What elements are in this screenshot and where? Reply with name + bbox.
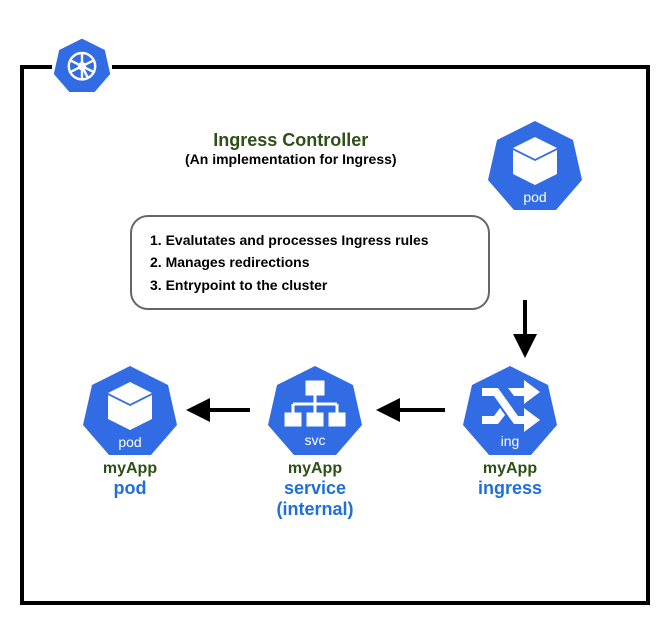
node-myapp-service: svc myApp service (internal) — [255, 360, 375, 520]
label-service: service — [255, 478, 375, 499]
title-main: Ingress Controller — [185, 130, 397, 151]
label-myapp: myApp — [70, 460, 190, 478]
label-pod: pod — [70, 478, 190, 499]
label-ingress: ingress — [450, 478, 570, 499]
info-line-3: 3. Entrypoint to the cluster — [150, 274, 470, 296]
info-line-2: 2. Manages redirections — [150, 251, 470, 273]
svg-text:pod: pod — [118, 434, 141, 450]
ing-icon: ing — [460, 360, 560, 460]
label-myapp: myApp — [450, 460, 570, 478]
badge-pod: pod — [523, 189, 546, 205]
pod-icon: pod — [80, 360, 180, 460]
label-internal: (internal) — [255, 499, 375, 520]
label-myapp: myApp — [255, 460, 375, 478]
node-ingress-controller: pod — [475, 115, 595, 215]
pod-icon: pod — [485, 115, 585, 215]
node-myapp-pod: pod myApp pod — [70, 360, 190, 499]
svg-text:svc: svc — [305, 432, 326, 448]
info-box: 1. Evalutates and processes Ingress rule… — [130, 215, 490, 310]
kubernetes-logo — [52, 35, 112, 95]
info-line-1: 1. Evalutates and processes Ingress rule… — [150, 229, 470, 251]
node-myapp-ingress: ing myApp ingress — [450, 360, 570, 499]
svc-icon: svc — [265, 360, 365, 460]
svg-text:ing: ing — [501, 433, 520, 449]
title-sub: (An implementation for Ingress) — [185, 151, 397, 167]
title-group: Ingress Controller (An implementation fo… — [185, 130, 397, 167]
